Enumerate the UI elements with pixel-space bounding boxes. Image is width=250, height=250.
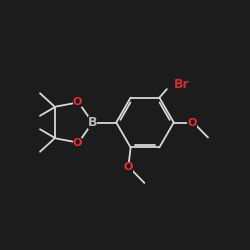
- Text: O: O: [187, 118, 196, 128]
- Text: O: O: [73, 138, 82, 148]
- Text: B: B: [88, 116, 97, 129]
- Text: O: O: [73, 97, 82, 107]
- Text: O: O: [124, 162, 133, 172]
- Text: Br: Br: [174, 78, 190, 91]
